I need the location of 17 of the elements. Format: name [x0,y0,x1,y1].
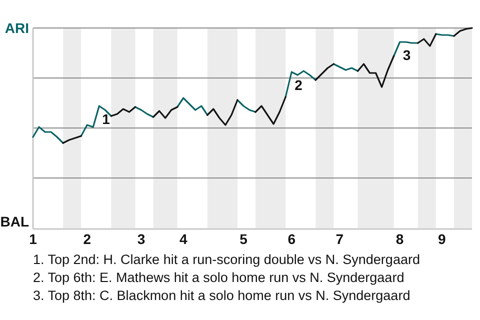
text: 3. Top 8th: C. Blackmon hit a solo home run vs N. Syndergaard [33,288,410,303]
annotation: 1 [102,111,110,127]
text: 1. Top 2nd: H. Clarke hit a run-scoring double vs N. Syndergaard [33,252,420,267]
x-tick-label: 8 [396,231,404,247]
annotation: 2 [294,77,303,93]
x-tick-label: 2 [83,231,92,247]
x-tick-label: 6 [288,231,296,247]
text: BAL [0,214,30,230]
x-tick-label: 1 [29,231,38,247]
x-tick-label: 9 [438,231,446,247]
text: 2. Top 6th: E. Mathews hit a solo home run vs N. Syndergaard [33,270,404,285]
x-tick-label: 4 [179,231,188,247]
x-tick-label: 3 [137,231,146,247]
x-tick-label: 5 [240,231,248,247]
text: ARI [4,20,29,36]
annotation: 3 [402,47,411,63]
x-tick-label: 7 [336,231,344,247]
